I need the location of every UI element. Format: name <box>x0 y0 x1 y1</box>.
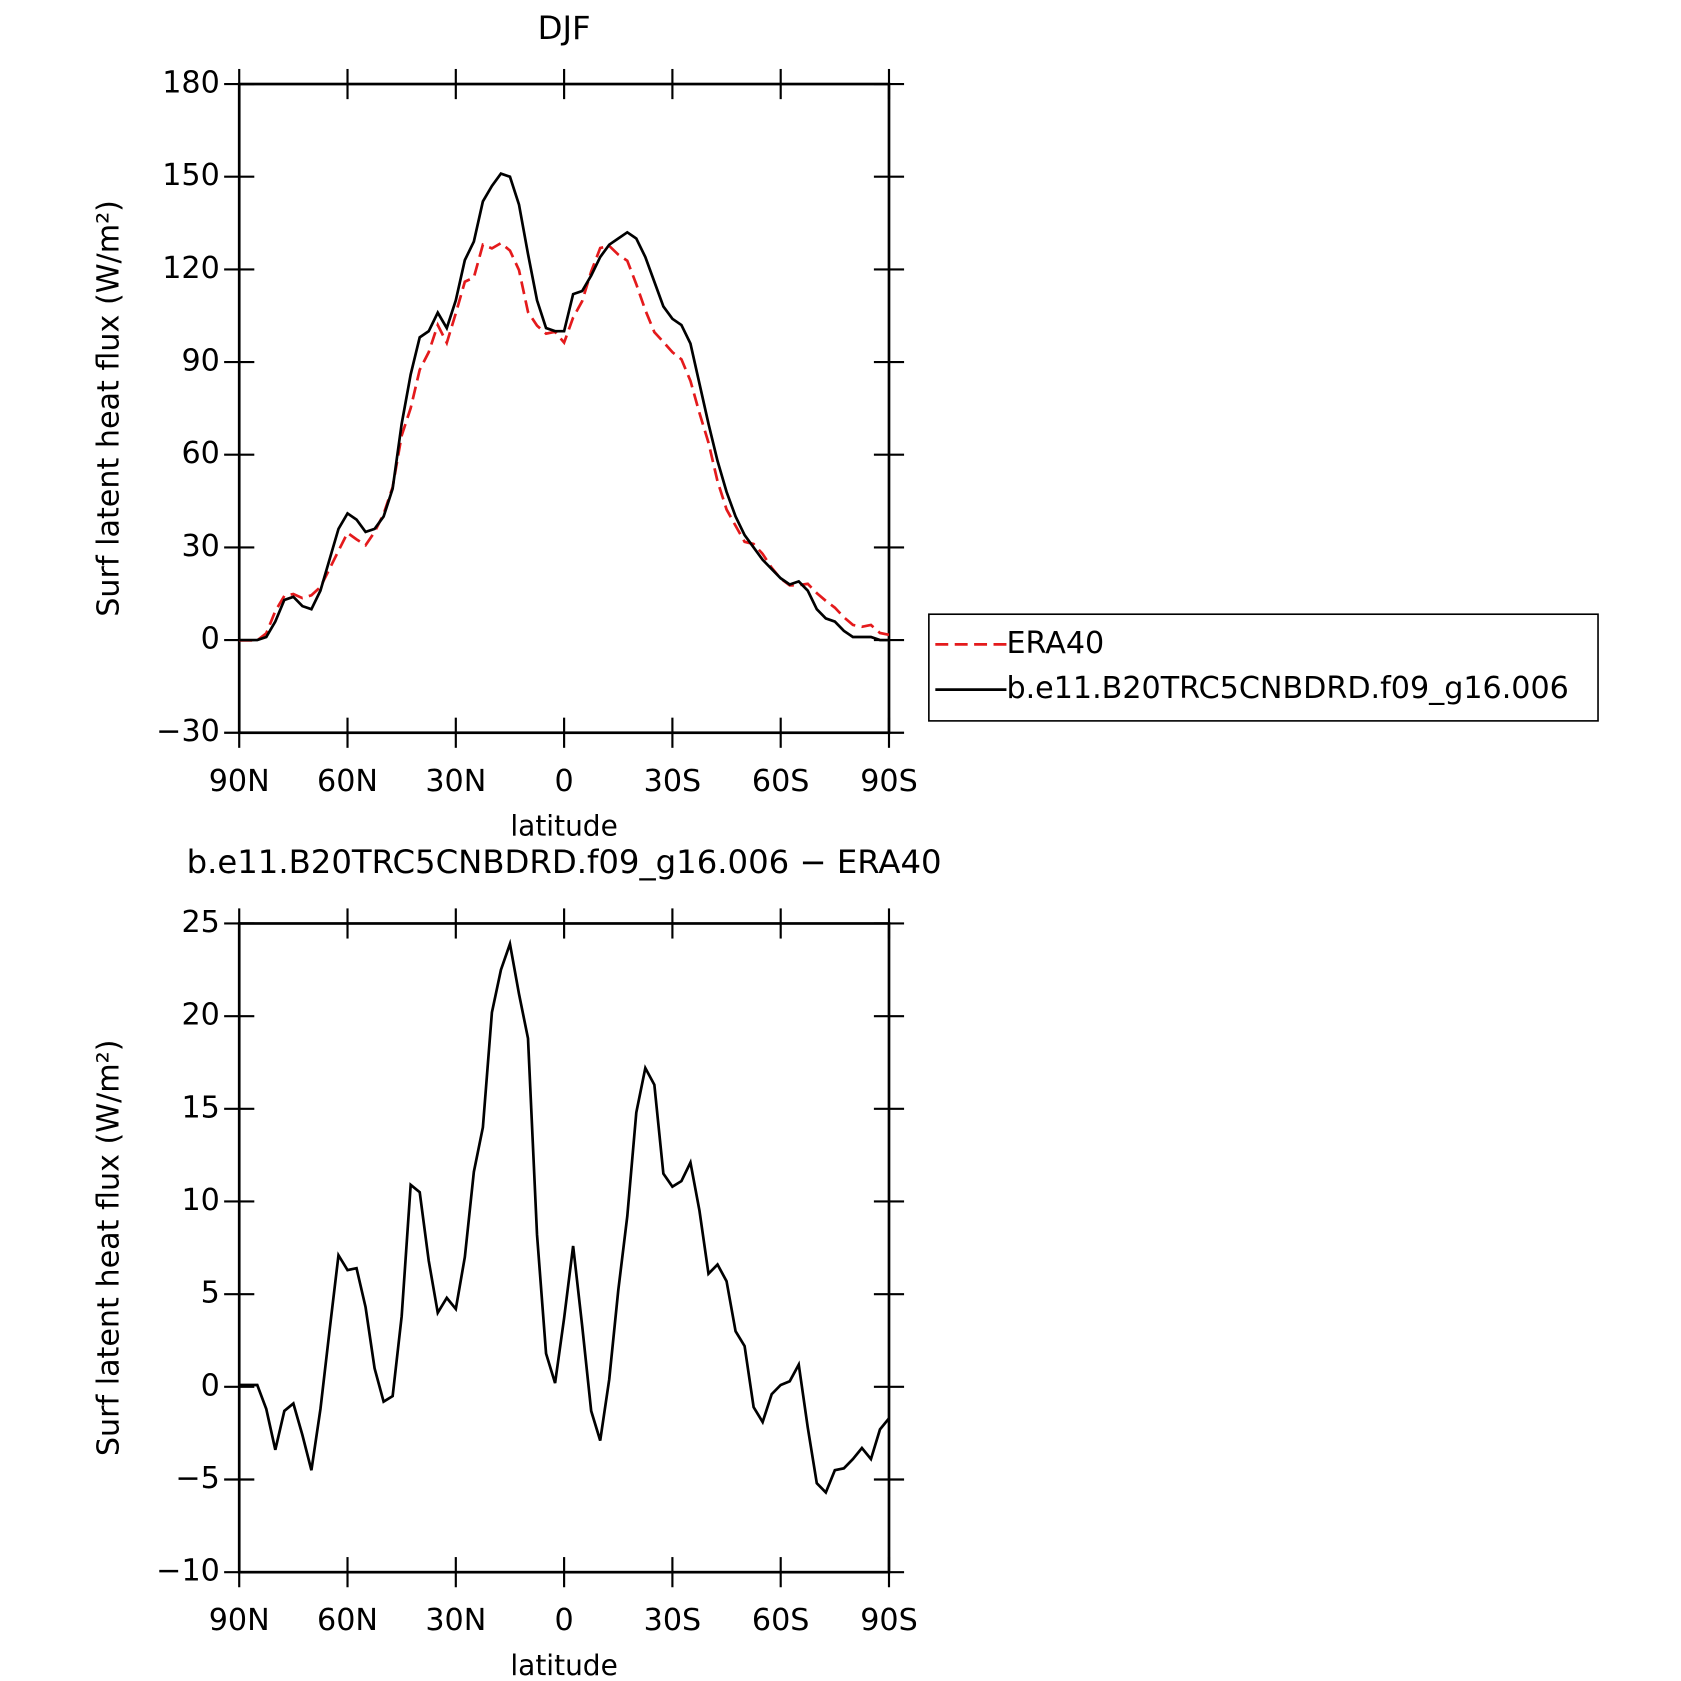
x-tick-label: 0 <box>555 1603 574 1638</box>
y-tick-label: 20 <box>181 998 219 1033</box>
y-tick-label: 60 <box>181 436 219 471</box>
y-tick-label: 150 <box>162 158 220 193</box>
y-tick-label: 0 <box>201 622 220 657</box>
y-tick-label: 25 <box>181 905 219 940</box>
chart-title: DJF <box>538 9 591 47</box>
legend-box <box>928 613 1599 722</box>
y-tick-label: 180 <box>162 66 220 101</box>
y-axis-label: Surf latent heat flux (W/m²) <box>91 200 126 617</box>
y-tick-label: −5 <box>175 1461 219 1496</box>
y-tick-label: −30 <box>156 714 220 749</box>
x-tick-label: 90N <box>209 1603 270 1638</box>
x-tick-label: 60S <box>752 764 810 799</box>
x-tick-label: 60N <box>317 764 378 799</box>
plot-frame <box>237 82 891 735</box>
y-tick-label: 30 <box>181 529 219 564</box>
plot-frame <box>237 922 891 1574</box>
y-tick-label: −10 <box>156 1554 220 1589</box>
x-tick-label: 90S <box>860 764 918 799</box>
x-tick-label: 60S <box>752 1603 810 1638</box>
x-tick-label: 60N <box>317 1603 378 1638</box>
x-tick-label: 90N <box>209 764 270 799</box>
x-axis-label: latitude <box>510 810 617 843</box>
x-axis-label: latitude <box>510 1649 617 1681</box>
data-line <box>239 172 889 642</box>
legend-label: b.e11.B20TRC5CNBDRD.f09_g16.006 <box>1006 671 1568 706</box>
x-tick-label: 0 <box>555 764 574 799</box>
y-axis-label: Surf latent heat flux (W/m²) <box>91 1039 126 1456</box>
y-tick-label: 5 <box>201 1276 220 1311</box>
y-tick-label: 120 <box>162 251 220 286</box>
y-tick-label: 10 <box>181 1183 219 1218</box>
y-tick-label: 90 <box>181 344 219 379</box>
chart-title: b.e11.B20TRC5CNBDRD.f09_g16.006 − ERA40 <box>187 843 942 881</box>
data-line <box>239 241 890 642</box>
y-tick-label: 0 <box>201 1368 220 1403</box>
x-tick-label: 90S <box>860 1603 918 1638</box>
x-tick-label: 30N <box>425 1603 486 1638</box>
x-tick-label: 30N <box>425 764 486 799</box>
legend-label: ERA40 <box>1006 626 1104 661</box>
data-line <box>239 938 891 1495</box>
y-tick-label: 15 <box>181 1090 219 1125</box>
x-tick-label: 30S <box>644 764 702 799</box>
x-tick-label: 30S <box>644 1603 702 1638</box>
